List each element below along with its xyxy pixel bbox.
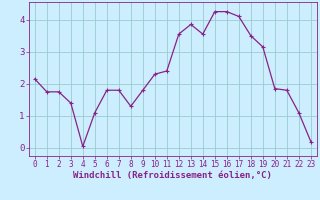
X-axis label: Windchill (Refroidissement éolien,°C): Windchill (Refroidissement éolien,°C) — [73, 171, 272, 180]
